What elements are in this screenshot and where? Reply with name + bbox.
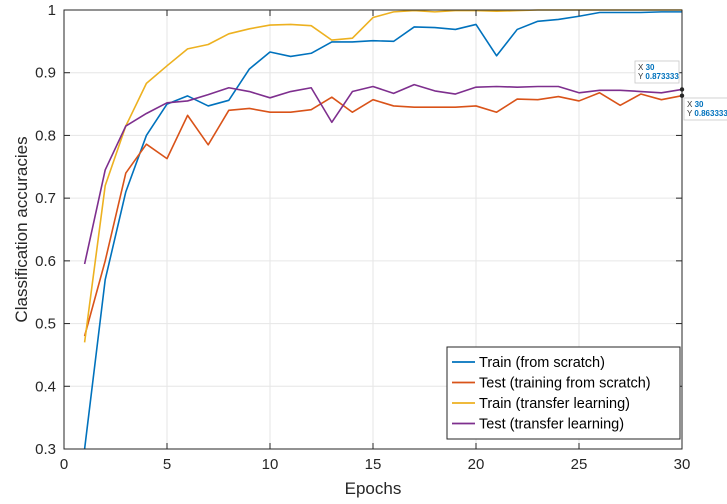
series-line-4 bbox=[83, 83, 683, 265]
datatip-marker bbox=[679, 87, 685, 92]
y-tick-label: 0.7 bbox=[35, 190, 56, 207]
datatip-x: X 30 bbox=[638, 63, 655, 72]
x-tick-label: 5 bbox=[163, 456, 171, 473]
datatip-y: Y 0.873333 bbox=[638, 72, 679, 81]
y-tick-label: 0.3 bbox=[35, 441, 56, 458]
y-tick-label: 0.4 bbox=[35, 378, 56, 395]
datatip-y: Y 0.863333 bbox=[687, 109, 727, 118]
datatip-x: X 30 bbox=[687, 100, 704, 109]
legend-entry: Test (training from scratch) bbox=[479, 376, 651, 392]
x-tick-label: 0 bbox=[60, 456, 68, 473]
y-tick-label: 0.5 bbox=[35, 316, 56, 333]
y-tick-label: 0.8 bbox=[35, 127, 56, 144]
y-tick-label: 0.6 bbox=[35, 253, 56, 270]
x-tick-label: 15 bbox=[365, 456, 382, 473]
x-tick-label: 20 bbox=[468, 456, 485, 473]
x-tick-label: 25 bbox=[571, 456, 588, 473]
series-line-1 bbox=[83, 11, 682, 450]
legend: Train (from scratch) Test (training from … bbox=[446, 346, 681, 440]
tick-labels: 0 5 10 15 20 25 30 0.3 0.4 0.5 0.6 0.7 0.8 0.9 1 bbox=[35, 2, 690, 473]
datatip-box bbox=[683, 97, 727, 121]
datatip-marker bbox=[679, 93, 685, 98]
legend-entry: Train (from scratch) bbox=[479, 355, 605, 371]
y-tick-label: 0.9 bbox=[35, 65, 56, 82]
legend-entry: Train (transfer learning) bbox=[479, 396, 630, 412]
datatip-box bbox=[634, 60, 680, 84]
y-axis-title: Classification accuracies bbox=[12, 136, 31, 322]
y-tick-label: 1 bbox=[48, 2, 56, 19]
legend-box bbox=[446, 346, 681, 440]
x-axis-title: Epochs bbox=[345, 479, 402, 498]
legend-entry: Test (transfer learning) bbox=[479, 417, 624, 433]
x-tick-label: 30 bbox=[674, 456, 691, 473]
series-line-2 bbox=[83, 91, 683, 337]
x-tick-label: 10 bbox=[262, 456, 279, 473]
